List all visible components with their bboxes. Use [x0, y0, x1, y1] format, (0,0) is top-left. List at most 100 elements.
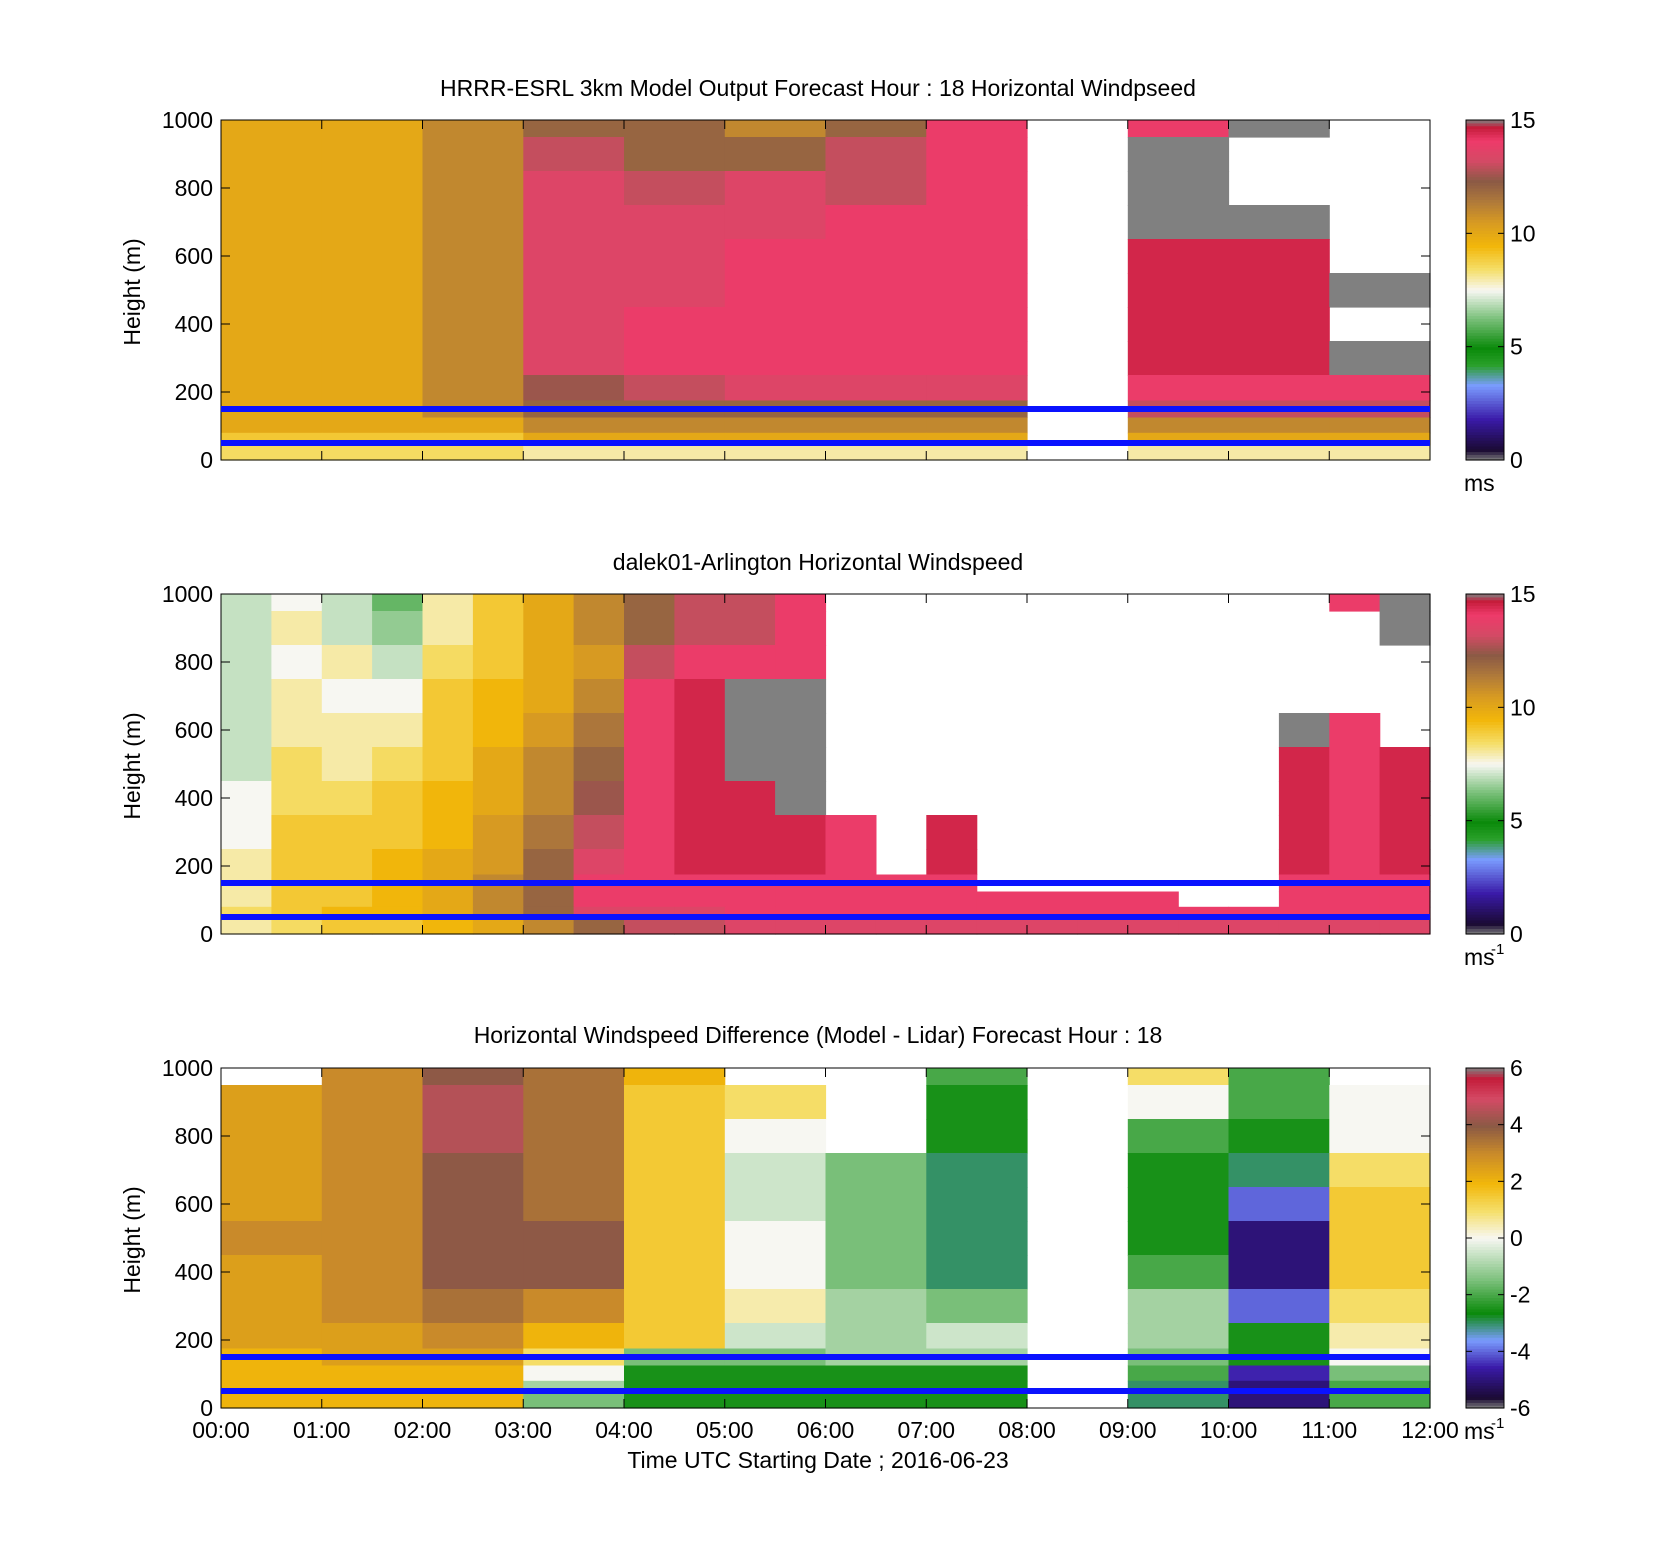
heatmap-cell	[422, 120, 524, 138]
heatmap-cell	[674, 891, 726, 908]
heatmap-cell	[422, 713, 474, 748]
heatmap-cell	[775, 645, 827, 680]
colorbar-segment	[1466, 1096, 1504, 1100]
heatmap-cell	[321, 239, 424, 274]
heatmap-cell	[523, 1068, 625, 1086]
colorbar-segment	[1466, 1167, 1504, 1171]
colorbar-segment	[1466, 1223, 1504, 1228]
colorbar-segment	[1466, 363, 1504, 368]
heatmap-cell	[523, 1119, 625, 1154]
heatmap-cell	[221, 594, 272, 612]
colorbar-segment	[1466, 275, 1504, 280]
colorbar-segment	[1466, 1184, 1504, 1188]
heatmap-cell	[624, 1365, 726, 1382]
heatmap-cell	[825, 1392, 927, 1409]
colorbar-segment	[1466, 318, 1504, 322]
heatmap-cell	[1329, 713, 1381, 748]
heatmap-cell	[1228, 444, 1330, 461]
heatmap-cell	[523, 713, 575, 748]
colorbar-segment	[1466, 148, 1504, 152]
heatmap-cell	[825, 849, 877, 876]
heatmap-cell	[422, 1289, 524, 1324]
colorbar-segment	[1466, 902, 1504, 907]
colorbar-segment	[1466, 1328, 1504, 1333]
colorbar-segment	[1466, 258, 1504, 263]
panel-model-heatmap	[221, 120, 1431, 461]
heatmap-cell	[422, 1085, 524, 1120]
heatmap-cell	[624, 781, 675, 816]
colorbar-segment	[1466, 888, 1504, 893]
heatmap-cell	[422, 891, 474, 908]
heatmap-cell	[573, 611, 625, 646]
colorbar-segment	[1466, 1110, 1504, 1114]
colorbar-segment	[1466, 701, 1504, 706]
colorbar-segment	[1466, 171, 1504, 175]
heatmap-cell	[674, 679, 726, 714]
heatmap-cell	[221, 1119, 323, 1154]
colorbar-segment	[1466, 1348, 1504, 1352]
colorbar-frame	[1465, 119, 1505, 461]
heatmap-cell	[523, 307, 625, 342]
heatmap-cell	[1329, 891, 1381, 908]
colorbar-segment	[1466, 619, 1504, 623]
heatmap-cell	[825, 171, 927, 206]
colorbar-segment	[1466, 1379, 1504, 1384]
heatmap-cell	[1379, 918, 1431, 935]
colorbar-segment	[1466, 205, 1504, 209]
colorbar-segment	[1466, 326, 1504, 331]
heatmap-cell	[321, 273, 424, 308]
heatmap-cell	[926, 120, 1028, 138]
colorbar-segment	[1466, 653, 1504, 657]
heatmap-cell	[1278, 849, 1330, 876]
colorbar-segment	[1466, 224, 1504, 229]
colorbar-segment	[1466, 851, 1504, 856]
colorbar-segment	[1466, 659, 1504, 663]
colorbar-tick-label: 4	[1510, 1112, 1523, 1138]
colorbar-segment	[1466, 1374, 1504, 1378]
heatmap-cell	[321, 594, 373, 612]
colorbar-segment	[1466, 747, 1504, 751]
panel-difference-ylabel: Height (m)	[119, 1186, 145, 1293]
heatmap-cell	[422, 815, 474, 850]
heatmap-cell	[926, 1085, 1028, 1120]
heatmap-cell	[1329, 1085, 1431, 1120]
colorbar-segment	[1466, 233, 1504, 237]
heatmap-cell	[1329, 918, 1381, 935]
colorbar-segment	[1466, 377, 1504, 382]
colorbar-segment	[1466, 642, 1504, 646]
colorbar-segment	[1466, 639, 1504, 643]
heatmap-cell	[271, 815, 323, 850]
colorbar-segment	[1466, 1365, 1504, 1369]
colorbar-segment	[1466, 406, 1504, 410]
colorbar-segment	[1466, 1085, 1504, 1089]
heatmap-cell	[624, 171, 726, 206]
colorbar-segment	[1466, 1266, 1504, 1270]
heatmap-cell	[271, 747, 323, 782]
heatmap-cell	[825, 341, 927, 376]
colorbar-segment	[1466, 145, 1504, 149]
heatmap-cell	[1228, 1187, 1330, 1222]
heatmap-cell	[724, 205, 827, 240]
heatmap-cell	[825, 1221, 927, 1256]
colorbar-segment	[1466, 1076, 1504, 1080]
heatmap-cell	[523, 205, 625, 240]
heatmap-cell	[573, 815, 625, 850]
colorbar-segment	[1466, 1204, 1504, 1208]
heatmap-cell	[825, 1187, 927, 1222]
colorbar-segment	[1466, 1209, 1504, 1214]
panel-difference-heatmap	[221, 1068, 1431, 1409]
colorbar-segment	[1466, 670, 1504, 674]
x-tick-label: 02:00	[394, 1417, 452, 1443]
heatmap-cell	[321, 611, 373, 646]
colorbar-segment	[1466, 803, 1504, 808]
colorbar-segment	[1466, 718, 1504, 723]
colorbar-segment	[1466, 1189, 1504, 1194]
panel-difference: Horizontal Windspeed Difference (Model -…	[119, 1022, 1531, 1473]
heatmap-cell	[1127, 375, 1230, 402]
colorbar-segment	[1466, 883, 1504, 887]
heatmap-cell	[1329, 417, 1431, 434]
heatmap-cell	[271, 594, 323, 612]
colorbar-tick-label: 2	[1510, 1168, 1523, 1194]
heatmap-cell	[523, 171, 625, 206]
heatmap-cell	[1278, 815, 1330, 850]
